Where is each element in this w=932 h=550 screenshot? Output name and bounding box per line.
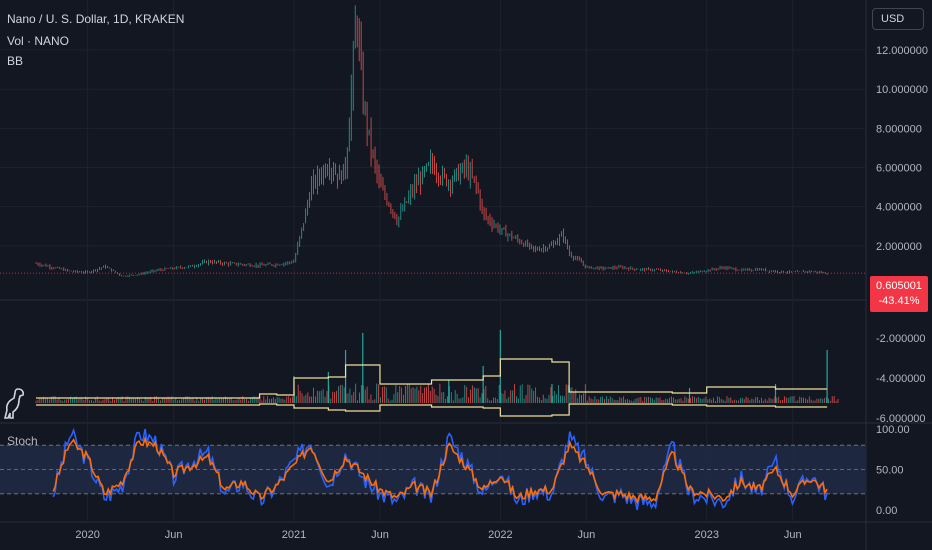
price-pane[interactable] bbox=[0, 5, 866, 278]
stoch-tick-label: 50.00 bbox=[876, 465, 904, 477]
price-tick-label: 12.000000 bbox=[876, 45, 928, 57]
price-tick-label: 10.000000 bbox=[876, 84, 928, 96]
time-tick-label: 2021 bbox=[282, 529, 306, 541]
volume-bb-pane[interactable] bbox=[35, 330, 839, 417]
time-tick-label: Jun bbox=[784, 529, 802, 541]
price-tick-label: 6.000000 bbox=[876, 163, 922, 175]
time-tick-label: 2023 bbox=[694, 529, 718, 541]
volume-tick-label: -2.000000 bbox=[876, 333, 926, 345]
price-tick-label: 4.000000 bbox=[876, 202, 922, 214]
last-price-tag: 0.605001 -43.41% bbox=[870, 276, 928, 312]
last-price-value: 0.605001 bbox=[876, 280, 922, 292]
stoch-tick-label: 0.00 bbox=[876, 505, 897, 517]
price-tick-label: 8.000000 bbox=[876, 123, 922, 135]
time-tick-label: 2022 bbox=[488, 529, 512, 541]
stoch-legend: Stoch bbox=[7, 434, 38, 448]
price-tick-label: 2.000000 bbox=[876, 241, 922, 253]
volume-tick-label: -4.000000 bbox=[876, 373, 926, 385]
stoch-pane[interactable] bbox=[0, 427, 866, 511]
currency-button[interactable]: USD bbox=[872, 8, 924, 30]
chart-title: Nano / U. S. Dollar, 1D, KRAKEN bbox=[7, 12, 185, 26]
time-tick-label: Jun bbox=[165, 529, 183, 541]
stoch-d-line bbox=[52, 436, 828, 505]
bollinger-legend: BB bbox=[7, 54, 24, 68]
time-tick-label: Jun bbox=[371, 529, 389, 541]
bb-upper-band bbox=[36, 358, 828, 399]
time-tick-label: 2020 bbox=[75, 529, 99, 541]
last-price-change: -43.41% bbox=[878, 295, 920, 307]
volume-legend: Vol · NANO bbox=[7, 34, 70, 48]
dinosaur-icon bbox=[4, 388, 25, 419]
volume-tick-label: -6.000000 bbox=[876, 413, 926, 425]
stoch-tick-label: 100.00 bbox=[876, 424, 910, 436]
bb-lower-band bbox=[36, 403, 828, 417]
time-tick-label: Jun bbox=[577, 529, 595, 541]
axes: 2.000000 4.000000 6.000000 8.000000 10.00000… bbox=[75, 45, 928, 541]
